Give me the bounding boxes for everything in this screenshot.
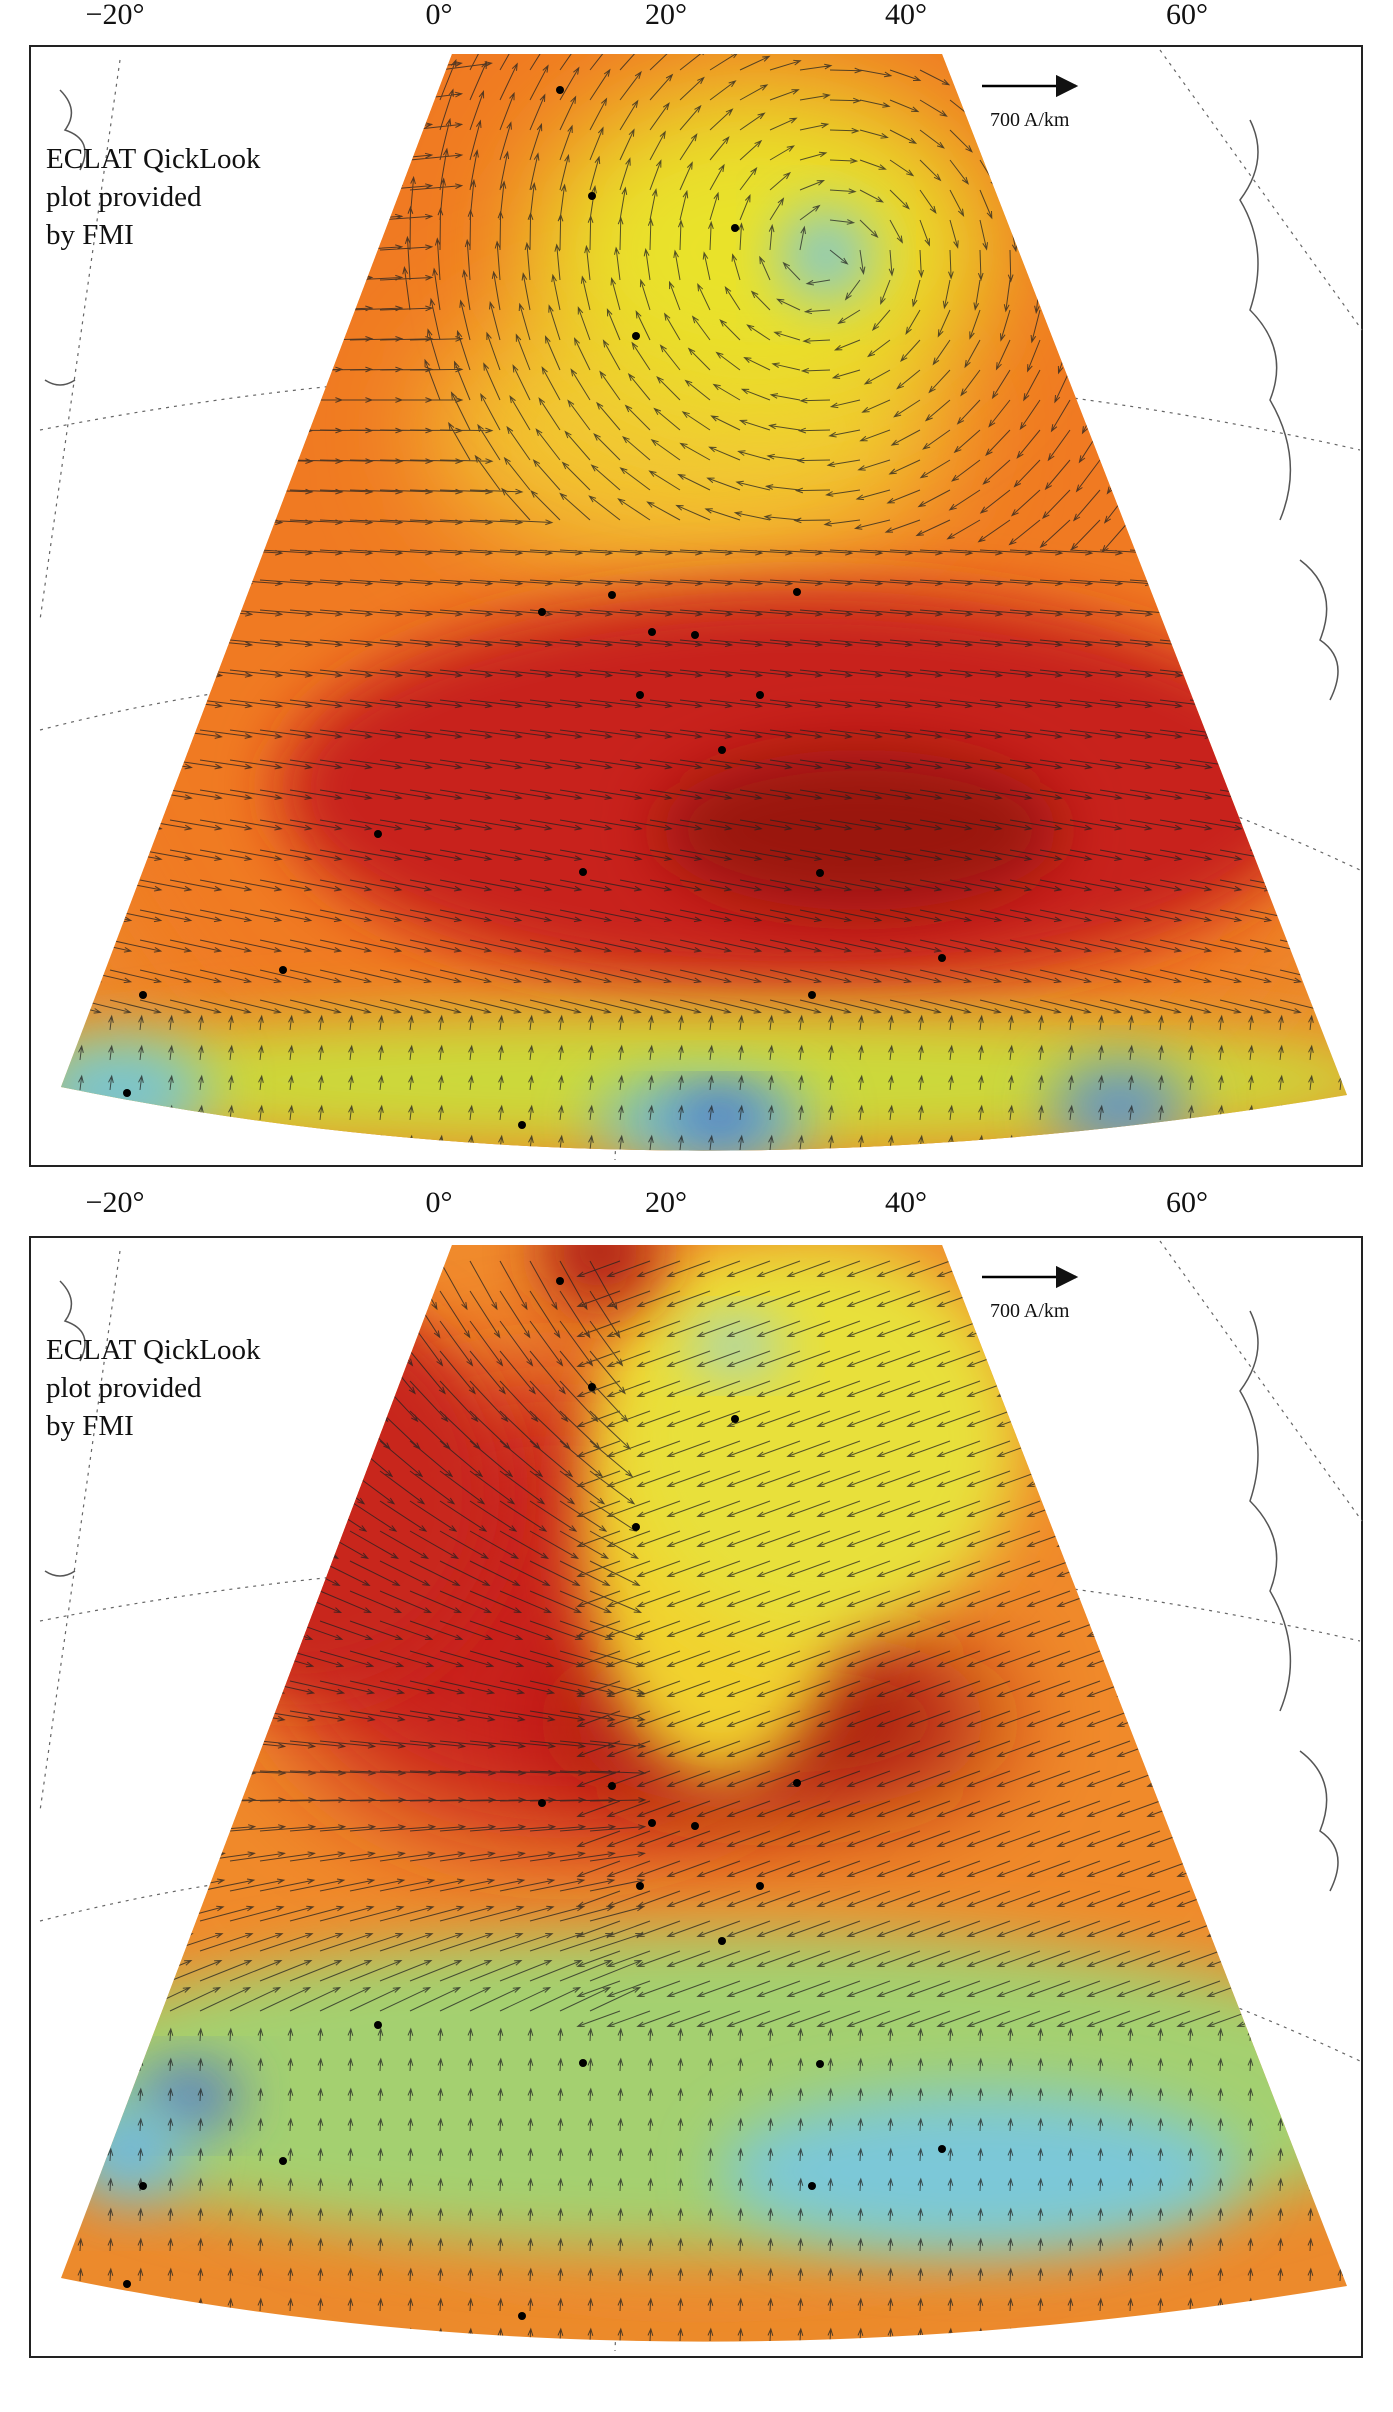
station <box>518 1121 526 1129</box>
station <box>538 608 546 616</box>
station <box>139 991 147 999</box>
station <box>632 1523 640 1531</box>
station <box>608 591 616 599</box>
longitude-label: 60° <box>1166 1186 1208 1219</box>
caption-line: ECLAT QickLook <box>46 143 261 175</box>
longitude-label: −20° <box>86 1186 145 1219</box>
station <box>279 966 287 974</box>
station <box>756 691 764 699</box>
station <box>756 1882 764 1890</box>
station <box>139 2182 147 2190</box>
longitude-label: 60° <box>1166 0 1208 31</box>
station <box>279 2157 287 2165</box>
station <box>938 954 946 962</box>
station <box>718 1937 726 1945</box>
grid-line <box>39 1560 1361 1642</box>
station <box>648 628 656 636</box>
caption-line: by FMI <box>46 219 134 251</box>
station <box>731 1415 739 1423</box>
station <box>123 2280 131 2288</box>
station <box>816 869 824 877</box>
station <box>556 86 564 94</box>
longitude-label: 0° <box>426 1186 453 1219</box>
station <box>588 192 596 200</box>
longitude-label: 0° <box>426 0 453 31</box>
station <box>691 1822 699 1830</box>
intensity-region <box>670 1093 770 1137</box>
station <box>518 2312 526 2320</box>
station <box>588 1383 596 1391</box>
station <box>556 1277 564 1285</box>
station <box>632 332 640 340</box>
intensity-region <box>61 1010 1347 1150</box>
grid-line <box>1159 1240 1363 1522</box>
caption-line: plot provided <box>46 1372 202 1404</box>
station <box>816 2060 824 2068</box>
coastline <box>44 1280 1339 1892</box>
station <box>636 1882 644 1890</box>
caption-line: plot provided <box>46 181 202 213</box>
station <box>793 1779 801 1787</box>
station <box>648 1819 656 1827</box>
station <box>374 2021 382 2029</box>
station <box>691 631 699 639</box>
station <box>718 746 726 754</box>
intensity-region <box>660 750 1060 910</box>
coastline <box>44 89 1339 701</box>
station <box>123 1089 131 1097</box>
station <box>538 1799 546 1807</box>
station <box>793 588 801 596</box>
intensity-region <box>540 1245 660 1311</box>
longitude-label: 20° <box>645 1186 687 1219</box>
caption-line: ECLAT QickLook <box>46 1334 261 1366</box>
intensity-region <box>690 1321 780 1371</box>
scale-label: 700 A/km <box>990 109 1070 131</box>
map-panel: 700 A/km ECLAT QickLook plot provided by FM… <box>29 1236 1363 2358</box>
station <box>731 224 739 232</box>
station <box>636 691 644 699</box>
grid-line <box>39 59 121 621</box>
station <box>808 991 816 999</box>
station <box>579 868 587 876</box>
grid-line <box>39 1250 121 1812</box>
longitude-label: 20° <box>645 0 687 31</box>
caption-line: by FMI <box>46 1410 134 1442</box>
station <box>608 1782 616 1790</box>
station <box>808 2182 816 2190</box>
map-panel: 700 A/km ECLAT QickLook plot provided by FM… <box>29 45 1363 1167</box>
grid-line <box>39 369 1361 451</box>
longitude-label: 40° <box>885 1186 927 1219</box>
longitude-label: −20° <box>86 0 145 31</box>
longitude-label: 40° <box>885 0 927 31</box>
grid-line <box>1159 49 1363 331</box>
station <box>938 2145 946 2153</box>
scale-label: 700 A/km <box>990 1300 1070 1322</box>
intensity-region <box>720 2091 1240 2251</box>
station <box>579 2059 587 2067</box>
intensity-region <box>781 210 871 300</box>
station <box>374 830 382 838</box>
